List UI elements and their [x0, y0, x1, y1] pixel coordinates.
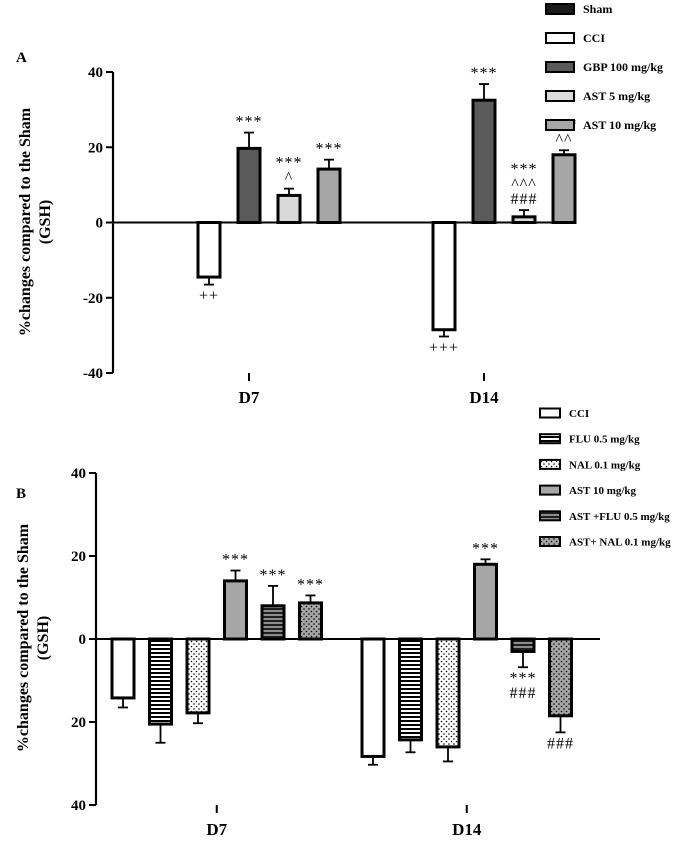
- significance-label: ***: [511, 161, 538, 178]
- legend-label: AST+ NAL 0.1 mg/kg: [569, 537, 671, 549]
- bar-b-flu-0-5-mg-kg-d14: [398, 637, 423, 742]
- y-axis-label-line2: (GSH): [37, 200, 54, 244]
- panel-label-b: B: [16, 486, 26, 502]
- bar-a-ast-10-mg-kg-d7: [316, 167, 342, 224]
- significance-label: ###: [510, 685, 537, 702]
- significance-label: ^^^: [511, 176, 537, 193]
- significance-label: ++: [199, 288, 219, 305]
- bar-a-ast-5-mg-kg-d7: [276, 193, 302, 225]
- significance-label: ###: [511, 191, 538, 208]
- legend-swatch: [545, 90, 575, 102]
- legend-label: AST +FLU 0.5 mg/kg: [569, 511, 670, 523]
- significance-label: ***: [260, 567, 287, 584]
- bar-b-ast-10-mg-kg-d7: [223, 579, 248, 641]
- bar-a-cci-d7: [196, 221, 222, 279]
- significance-label: ###: [547, 735, 574, 752]
- bar-b-ast-nal-0-1-mg-kg-d7: [298, 601, 323, 641]
- bar-b-nal-0-1-mg-kg-d7: [185, 637, 211, 715]
- bar-a-ast-10-mg-kg-d14: [551, 153, 577, 224]
- bar-a-gbp-100-mg-kg-d14: [471, 98, 497, 224]
- y-axis-label: %changes compared to the Sham (GSH): [17, 107, 54, 336]
- y-axis-label: %changes compared to the Sham (GSH): [15, 523, 52, 752]
- y-tick-label: -20: [83, 291, 103, 307]
- legend-label: Sham: [583, 2, 612, 16]
- x-category-label: D14: [452, 820, 482, 839]
- legend-swatch: [539, 407, 561, 419]
- panel-b-chart: 40 20 0 20 40 D7 D14 %changes compared to the S…: [15, 407, 671, 839]
- y-tick-label: 20: [88, 140, 103, 156]
- panel-label-a: A: [16, 50, 27, 66]
- y-axis-label-line2: (GSH): [35, 616, 52, 660]
- legend-label: CCI: [583, 31, 605, 45]
- bar-b-ast-10-mg-kg-d14: [473, 562, 498, 641]
- bar-b-cci-d14: [360, 637, 386, 758]
- bar-a-gbp-100-mg-kg-d7: [236, 146, 262, 224]
- significance-label: ***: [471, 65, 498, 82]
- legend-label: FLU 0.5 mg/kg: [569, 434, 640, 446]
- legend-swatch: [539, 510, 561, 522]
- significance-label: ***: [222, 552, 249, 569]
- significance-label: ***: [316, 141, 343, 158]
- panel-a-chart: 40 20 0 -20 -40 D7 D14 %changes compared to the…: [17, 2, 663, 407]
- y-tick-label: -40: [83, 366, 103, 382]
- legend-label: CCI: [569, 408, 589, 420]
- bar-b-ast-nal-0-1-mg-kg-d14: [548, 637, 573, 718]
- legend-swatch: [539, 433, 561, 445]
- legend-label: NAL 0.1 mg/kg: [569, 459, 641, 471]
- legend-swatch: [539, 536, 561, 547]
- x-category-label: D14: [469, 388, 499, 407]
- y-tick-label: 0: [96, 216, 104, 232]
- legend-swatch: [545, 119, 575, 131]
- bar-b-flu-0-5-mg-kg-d7: [148, 637, 173, 726]
- legend-swatch: [539, 458, 561, 470]
- y-tick-label: 40: [71, 798, 86, 814]
- bar-b-cci-d7: [110, 637, 136, 700]
- bar-b-nal-0-1-mg-kg-d14: [435, 637, 461, 749]
- x-category-label: D7: [239, 388, 260, 407]
- y-tick-label: 0: [79, 632, 87, 648]
- significance-label: ^^: [555, 131, 572, 148]
- significance-label: ***: [236, 114, 263, 131]
- bar-a-cci-d14: [431, 221, 457, 332]
- legend-swatch: [539, 484, 561, 496]
- y-tick-label: 20: [71, 715, 86, 731]
- significance-label: ***: [276, 155, 303, 172]
- legend-swatch: [545, 61, 575, 73]
- legend-label: AST 5 mg/kg: [583, 89, 650, 103]
- significance-label: ***: [472, 540, 499, 557]
- y-axis-label-line1: %changes compared to the Sham: [17, 107, 34, 336]
- legend-label: AST 10 mg/kg: [583, 118, 656, 132]
- y-axis-label-line1: %changes compared to the Sham: [15, 523, 32, 752]
- y-tick-label: 20: [71, 549, 86, 565]
- legend-label: GBP 100 mg/kg: [583, 60, 663, 74]
- significance-label: +++: [429, 340, 459, 357]
- legend-label: AST 10 mg/kg: [569, 485, 637, 497]
- significance-label: ^: [285, 170, 294, 187]
- bar-b-ast-flu-0-5-mg-kg-d14: [510, 637, 536, 653]
- legend-swatch: [545, 3, 575, 15]
- legend-swatch: [545, 32, 575, 44]
- y-tick-label: 40: [88, 65, 103, 81]
- significance-label: ***: [297, 576, 324, 593]
- significance-label: ***: [510, 670, 537, 687]
- bar-b-ast-flu-0-5-mg-kg-d7: [260, 604, 286, 641]
- bar-a-ast-5-mg-kg-d14: [511, 215, 537, 224]
- x-category-label: D7: [206, 820, 227, 839]
- y-tick-label: 40: [71, 466, 86, 482]
